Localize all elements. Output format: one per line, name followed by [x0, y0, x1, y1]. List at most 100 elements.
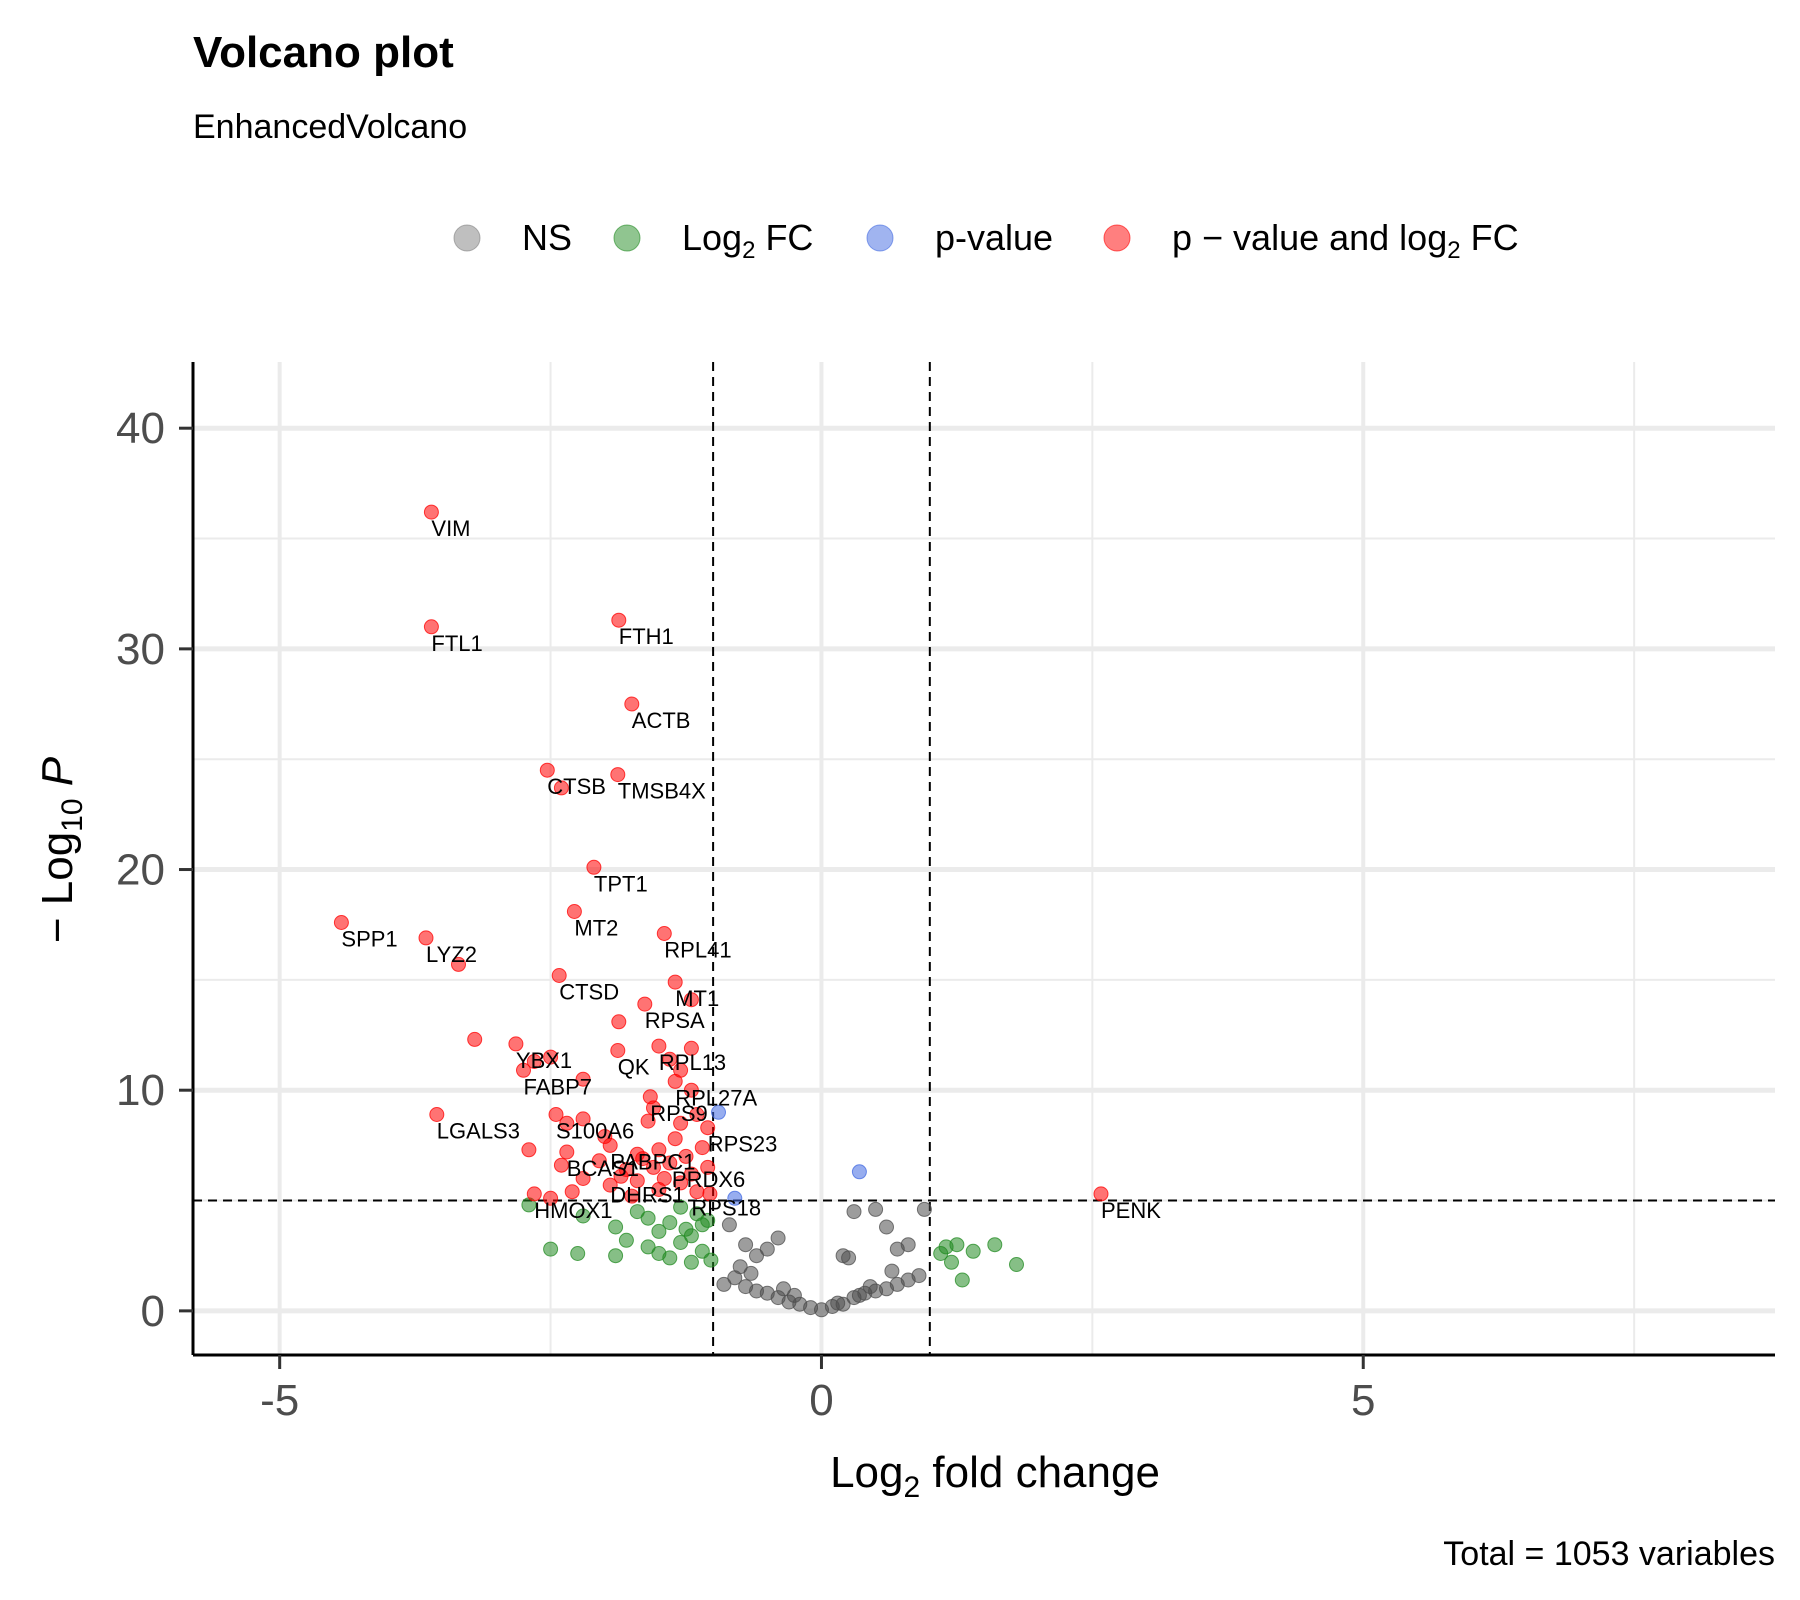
data-point [418, 930, 434, 946]
data-point [624, 696, 640, 712]
x-tick-label: -5 [260, 1376, 299, 1425]
data-point [637, 996, 653, 1012]
point-label-pabpc1: PABPC1 [610, 1149, 695, 1174]
data-point [673, 1199, 689, 1215]
data-point [743, 1265, 759, 1281]
data-point [770, 1230, 786, 1246]
point-label-tpt1: TPT1 [594, 871, 648, 896]
legend: NS Log2 FC p-value p − value and log2 FC [453, 217, 1519, 264]
data-point [916, 1201, 932, 1217]
data-point [656, 1171, 672, 1186]
data-point [575, 1071, 591, 1087]
legend-label: Log2 FC [682, 217, 813, 264]
data-point [551, 968, 567, 983]
point-label-vim: VIM [431, 516, 470, 541]
data-point [333, 915, 349, 930]
data-point [575, 1171, 591, 1186]
x-tick-label: 0 [809, 1376, 833, 1425]
data-point [651, 1038, 667, 1054]
legend-item-fc: Log2 FC [613, 217, 813, 264]
data-point [673, 1175, 689, 1191]
data-point [591, 1153, 607, 1169]
data-point [673, 1235, 689, 1250]
point-label-rpsa: RPSA [645, 1008, 705, 1033]
data-point [900, 1237, 916, 1253]
chart-subtitle: EnhancedVolcano [193, 108, 467, 146]
data-point [683, 1254, 699, 1270]
data-point [610, 767, 626, 783]
data-point [640, 1239, 656, 1255]
data-point [667, 1073, 683, 1089]
point-label-penk: PENK [1101, 1198, 1161, 1223]
data-point [700, 1159, 716, 1175]
y-axis-title: − Log10 P [33, 756, 89, 943]
axes [179, 362, 1775, 1369]
point-label-rps18: RPS18 [691, 1196, 761, 1221]
data-point [700, 1120, 716, 1136]
data-point [618, 1232, 634, 1248]
x-tick-label: 5 [1351, 1376, 1375, 1425]
data-point [553, 780, 569, 796]
data-point [656, 926, 672, 941]
data-point [851, 1287, 867, 1303]
data-point [423, 504, 439, 520]
legend-swatch [1103, 224, 1131, 252]
data-point [662, 1250, 678, 1266]
legend-item-p: p-value [866, 217, 1053, 258]
data-point [944, 1254, 959, 1270]
data-point [851, 1164, 867, 1180]
point-label-spp1: SPP1 [341, 927, 397, 952]
data-point [467, 1031, 483, 1047]
point-label-lyz2: LYZ2 [426, 942, 477, 967]
point-label-mt1: MT1 [675, 986, 719, 1011]
data-point [451, 956, 466, 972]
point-label-lgals3: LGALS3 [437, 1119, 520, 1144]
legend-label: p − value and log2 FC [1172, 217, 1519, 264]
legend-item-fcp: p − value and log2 FC [1103, 217, 1519, 264]
data-point [624, 1188, 640, 1204]
data-point [553, 1157, 569, 1173]
tick-labels: -5 0 5 0 10 20 30 40 [116, 404, 1375, 1425]
data-point [662, 1215, 678, 1231]
data-point [662, 1155, 678, 1171]
y-tick-label: 0 [141, 1287, 165, 1336]
data-point [716, 1276, 732, 1292]
data-points [333, 504, 1109, 1318]
series-fcp [333, 504, 1109, 1206]
data-point [711, 1104, 726, 1120]
point-label-rps23: RPS23 [708, 1132, 778, 1157]
data-point [548, 1107, 564, 1122]
data-point [841, 1250, 857, 1266]
data-point [521, 1142, 537, 1158]
data-point [678, 1148, 694, 1164]
data-point [738, 1237, 754, 1253]
point-label-mt2: MT2 [574, 916, 618, 941]
data-point [564, 1184, 580, 1200]
series-ns [716, 1201, 932, 1318]
point-label-rps9: RPS9 [650, 1101, 707, 1126]
y-tick-label: 30 [116, 625, 165, 674]
data-point [786, 1287, 802, 1303]
data-point [683, 1166, 699, 1182]
data-point [689, 1206, 705, 1222]
data-point [543, 1049, 559, 1065]
data-point [629, 1173, 645, 1189]
data-point [846, 1204, 862, 1220]
data-point [575, 1111, 591, 1127]
data-point [749, 1248, 764, 1264]
point-label-ftl1: FTL1 [431, 631, 482, 656]
y-tick-label: 10 [116, 1066, 165, 1115]
data-point [862, 1279, 878, 1295]
data-point [613, 1168, 629, 1184]
point-label-s100a6: S100A6 [556, 1119, 634, 1144]
data-point [429, 1107, 445, 1122]
data-point [611, 1014, 627, 1030]
data-point [629, 1204, 645, 1220]
grid-major [193, 362, 1775, 1355]
data-point [954, 1272, 970, 1288]
data-point [879, 1219, 894, 1235]
point-label-ctsd: CTSD [559, 980, 619, 1005]
data-point [732, 1259, 748, 1275]
point-label-qk: QK [618, 1055, 650, 1080]
